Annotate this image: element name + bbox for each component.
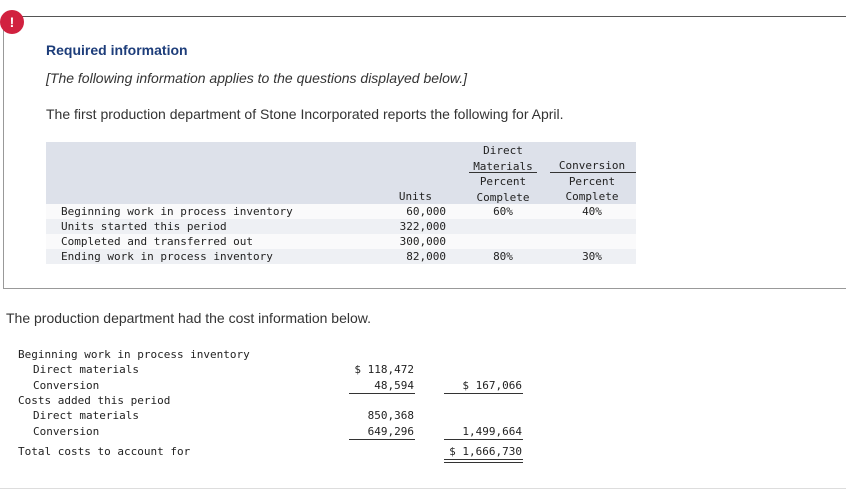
row-label: Beginning work in process inventory: [61, 205, 293, 218]
conversion-cell: 30%: [582, 250, 602, 263]
intro: The first production department of Stone…: [46, 106, 564, 122]
title: Required information: [46, 42, 188, 58]
conversion-header: Complete: [565, 190, 619, 203]
cost-amount: 48,594: [374, 379, 414, 392]
double-underline: [444, 459, 523, 460]
cost-intro: The production department had the cost i…: [6, 310, 371, 326]
conversion-header: Percent: [568, 174, 616, 188]
bottom-rule: [0, 488, 846, 489]
materials-header: Percent: [479, 175, 527, 188]
table-header-bg: [46, 142, 636, 204]
cost-label: Beginning work in process inventory: [18, 348, 250, 361]
row-label: Units started this period: [61, 220, 227, 233]
note: [The following information applies to th…: [46, 70, 468, 86]
header-rule: [469, 172, 537, 173]
underline: [349, 439, 415, 440]
cost-total: $ 167,066: [462, 379, 522, 392]
cost-label: Conversion: [33, 379, 100, 392]
alert-icon: !: [0, 10, 24, 34]
cost-label: Direct materials: [33, 409, 139, 422]
cost-amount: $ 118,472: [354, 363, 414, 376]
materials-header: Materials: [473, 159, 533, 173]
cost-label: Costs added this period: [18, 394, 171, 407]
cost-total: 1,499,664: [462, 425, 522, 438]
materials-header: Complete: [476, 190, 530, 204]
table-row-bg: [46, 234, 636, 249]
table-row-bg: [46, 219, 636, 234]
units-header: Units: [398, 190, 432, 203]
units-cell: 322,000: [399, 220, 446, 233]
conversion-cell: 40%: [582, 205, 602, 218]
units-cell: 82,000: [406, 250, 446, 263]
cost-amount: 850,368: [367, 409, 414, 422]
materials-cell: 80%: [493, 250, 513, 263]
table-row-bg: [46, 204, 636, 219]
units-cell: 60,000: [406, 205, 446, 218]
top-rule: [14, 16, 846, 17]
cost-label: Total costs to account for: [18, 445, 191, 458]
box-left: [3, 22, 4, 288]
underline: [444, 393, 523, 394]
materials-cell: 60%: [493, 205, 513, 218]
box-bottom: [3, 288, 846, 289]
conversion-header: Conversion: [558, 159, 626, 172]
cost-amount: 649,296: [367, 425, 414, 438]
row-label: Ending work in process inventory: [61, 250, 273, 263]
row-label: Completed and transferred out: [61, 235, 254, 248]
units-cell: 300,000: [399, 235, 446, 248]
cost-total: $ 1,666,730: [449, 445, 522, 458]
double-underline: [444, 462, 523, 463]
cost-label: Conversion: [33, 425, 100, 438]
underline: [349, 393, 415, 394]
materials-header: Direct: [483, 144, 523, 157]
header-rule: [550, 172, 636, 173]
cost-label: Direct materials: [33, 363, 139, 376]
table-row-bg: [46, 249, 636, 264]
underline: [444, 439, 523, 440]
